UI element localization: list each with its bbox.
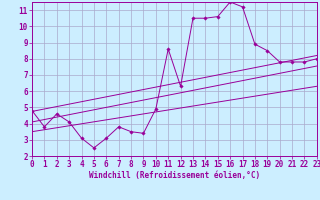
- X-axis label: Windchill (Refroidissement éolien,°C): Windchill (Refroidissement éolien,°C): [89, 171, 260, 180]
